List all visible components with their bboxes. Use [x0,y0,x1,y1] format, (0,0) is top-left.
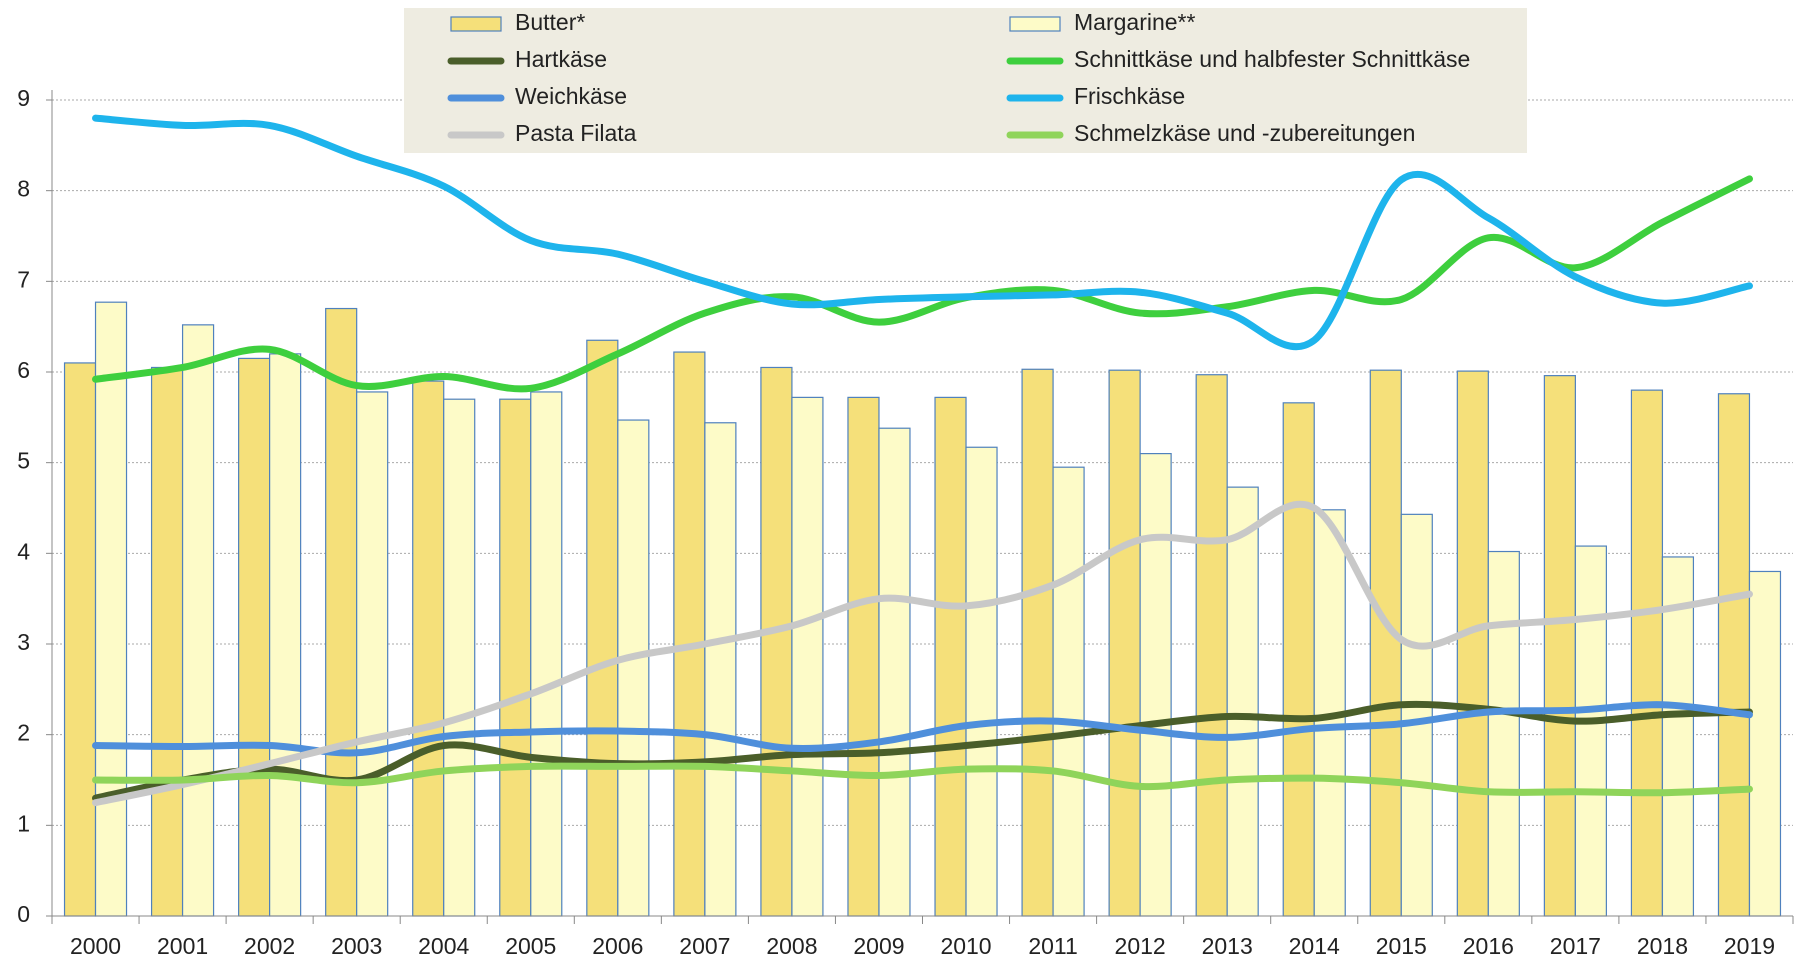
bar [1369,369,1402,917]
bar [760,366,793,917]
bar [499,398,532,917]
line [92,700,1753,802]
x-tick-label: 2005 [505,933,556,959]
bar [269,353,302,917]
x-tick-label: 2007 [679,933,730,959]
bar [238,357,271,917]
bar [1052,466,1085,917]
line [92,701,1753,757]
x-tick-label: 2001 [157,933,208,959]
x-tick-label: 2009 [853,933,904,959]
bar [150,366,184,917]
y-tick-label: 7 [17,266,30,292]
x-tick-label: 2013 [1202,933,1253,959]
legend-label: Schmelzkäse und -zubereitungen [1074,120,1415,146]
bar [1661,556,1695,917]
bar [1139,453,1172,917]
legend-label: Hartkäse [515,46,607,72]
x-tick-label: 2004 [418,933,469,959]
bar [1543,375,1576,917]
x-tick-label: 2017 [1550,933,1601,959]
bar [1717,393,1751,917]
x-tick-label: 2012 [1115,933,1166,959]
y-tick-label: 2 [17,720,30,746]
legend-swatch [1009,16,1061,32]
bar [356,391,389,917]
bar [530,391,563,917]
bar [847,396,880,917]
x-tick-label: 2018 [1637,933,1688,959]
bar [1748,570,1782,917]
bar [1226,486,1259,917]
legend-label: Pasta Filata [515,120,637,146]
x-tick-label: 2014 [1289,933,1340,959]
legend-label: Schnittkäse und halbfester Schnittkäse [1074,46,1470,72]
x-tick-label: 2008 [766,933,817,959]
y-tick-label: 6 [17,357,30,383]
bar [1400,513,1433,917]
bar [1282,402,1315,917]
x-tick-label: 2006 [592,933,643,959]
line [92,500,1753,807]
bar [443,398,476,917]
bar [63,362,97,917]
legend-label: Frischkäse [1074,83,1185,109]
x-tick-label: 2019 [1724,933,1775,959]
bar [586,339,619,917]
bar [1021,368,1054,917]
x-tick-label: 2003 [331,933,382,959]
y-tick-label: 5 [17,448,30,474]
bar [965,446,998,917]
legend-swatch [450,16,502,32]
legend-label: Butter* [515,9,585,35]
bar [181,324,215,917]
bar [412,380,445,917]
bar [1574,545,1607,917]
bar [617,419,650,917]
bar [934,396,967,917]
line [92,175,1753,393]
y-tick-label: 4 [17,538,30,564]
x-tick-label: 2002 [244,933,295,959]
y-tick-label: 1 [17,810,30,836]
bar [325,307,358,917]
bar [1456,370,1489,917]
y-tick-label: 8 [17,176,30,202]
line [92,762,1753,797]
bar [1195,374,1228,917]
bar [673,351,706,917]
bar [1487,550,1520,917]
x-tick-label: 2000 [70,933,121,959]
x-tick-label: 2011 [1028,933,1077,959]
x-tick-label: 2010 [940,933,991,959]
legend-label: Margarine** [1074,9,1195,35]
line [92,114,1753,351]
bar [1108,369,1141,917]
y-tick-label: 0 [17,901,30,927]
bar [94,301,128,917]
x-tick-label: 2016 [1463,933,1514,959]
y-tick-label: 9 [17,85,30,111]
bar [1630,389,1664,917]
bar [878,427,911,917]
y-tick-label: 3 [17,629,30,655]
bar [704,422,737,917]
legend-label: Weichkäse [515,83,627,109]
legend-box [404,8,1527,153]
x-tick-label: 2015 [1376,933,1427,959]
bar [791,396,824,917]
